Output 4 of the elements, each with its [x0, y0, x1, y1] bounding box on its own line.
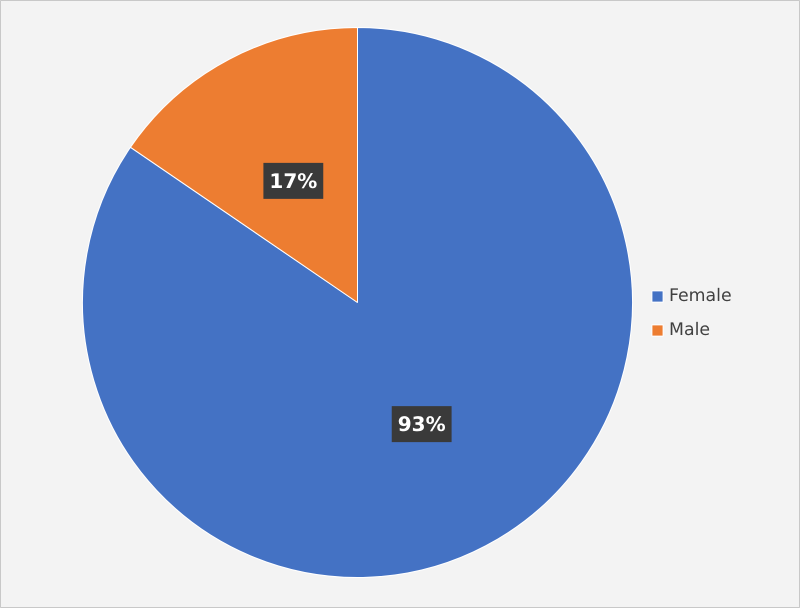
data-label: 17% — [269, 168, 318, 193]
legend-label: Male — [669, 320, 710, 340]
legend-label: Female — [669, 286, 732, 306]
data-label: 93% — [398, 412, 446, 436]
